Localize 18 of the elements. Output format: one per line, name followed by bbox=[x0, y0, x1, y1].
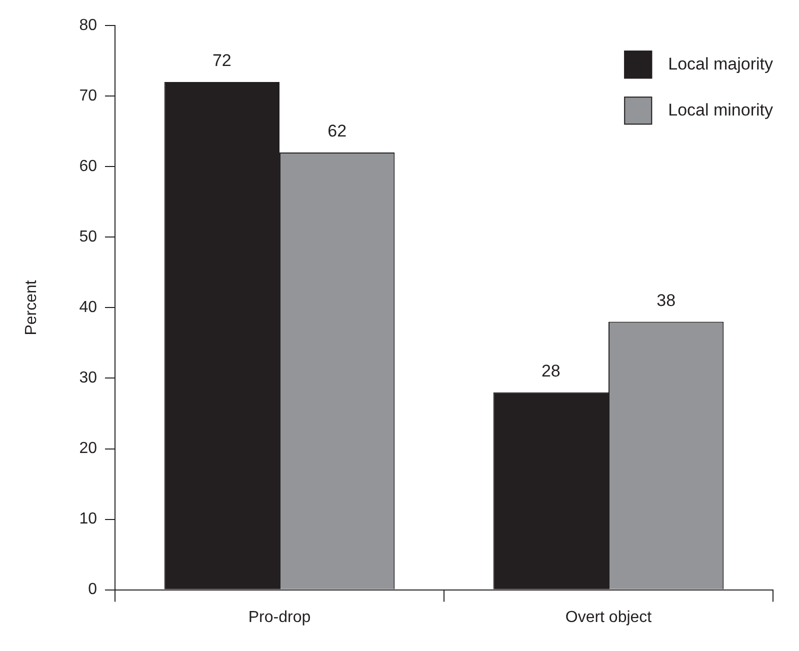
y-tick-label: 20 bbox=[79, 440, 98, 458]
y-tick-label: 40 bbox=[79, 299, 98, 316]
y-tick-label: 30 bbox=[79, 370, 98, 387]
x-tick-label: Overt object bbox=[565, 608, 652, 626]
y-axis-title: Percent bbox=[23, 280, 40, 336]
legend-label: Local minority bbox=[668, 100, 774, 120]
data-label: 38 bbox=[656, 290, 676, 310]
y-tick-label: 80 bbox=[79, 17, 98, 34]
data-label: 62 bbox=[328, 122, 347, 141]
data-label: 28 bbox=[541, 362, 560, 381]
y-tick-label: 60 bbox=[79, 158, 98, 176]
y-tick-label: 50 bbox=[79, 228, 98, 246]
y-tick-label: 10 bbox=[79, 510, 98, 528]
y-tick-label: 0 bbox=[88, 581, 98, 598]
legend-label: Local majority bbox=[668, 54, 774, 74]
data-label: 72 bbox=[212, 51, 232, 70]
x-tick-label: Pro-drop bbox=[248, 608, 311, 626]
y-tick-label: 70 bbox=[79, 88, 98, 105]
